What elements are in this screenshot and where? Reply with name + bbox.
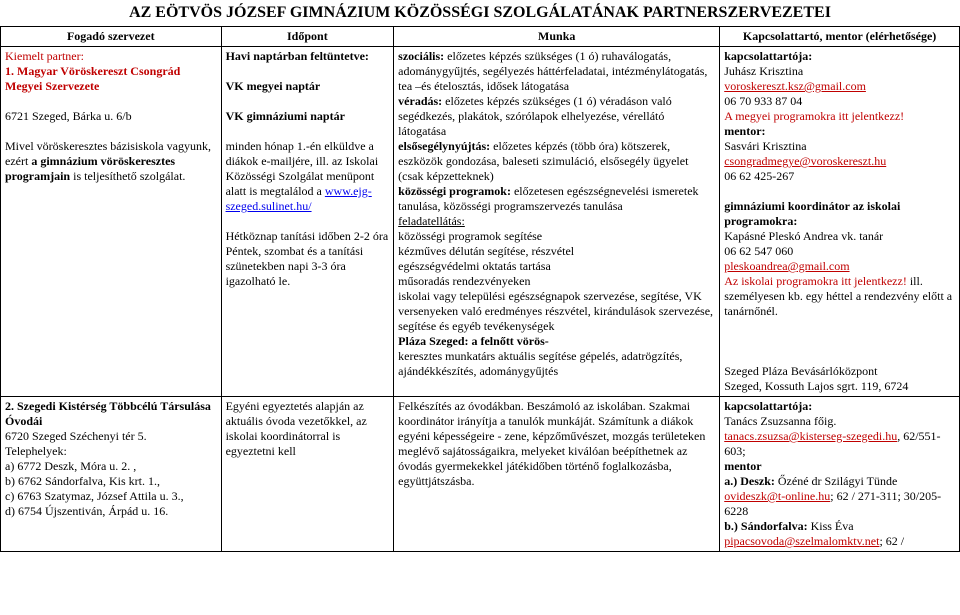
contact-name: Tanács Zsuzsanna főig. — [724, 414, 955, 429]
cell-time: Egyéni egyeztetés alapján az aktuális óv… — [221, 397, 394, 552]
note: A megyei programokra itt jelentkezz! — [724, 109, 955, 124]
site: a) 6772 Deszk, Móra u. 2. , — [5, 459, 217, 474]
label: a.) Deszk: — [724, 474, 775, 488]
place: Szeged Pláza Bevásárlóközpont — [724, 364, 955, 379]
label: feladatellátás: — [398, 214, 465, 228]
label: elsősegélynyújtás: — [398, 139, 490, 153]
label: kapcsolattartója: — [724, 399, 955, 414]
table-header-row: Fogadó szervezet Időpont Munka Kapcsolat… — [1, 27, 960, 47]
text: véradás: előzetes képzés szükséges (1 ó)… — [398, 94, 715, 139]
place-addr: Szeged, Kossuth Lajos sgrt. 119, 6724 — [724, 379, 955, 394]
email-link[interactable]: pleskoandrea@gmail.com — [724, 259, 849, 273]
org-address: 6720 Szeged Széchenyi tér 5. — [5, 429, 217, 444]
text: előzetes képzés szükséges (1 ó) ruhaválo… — [398, 49, 707, 93]
org-name: 1. Magyar Vöröskereszt Csongrád Megyei S… — [5, 64, 217, 94]
text: ; 62 / — [879, 534, 904, 548]
phone: 06 62 547 060 — [724, 244, 955, 259]
label: kapcsolattartója: — [724, 49, 955, 64]
email-link[interactable]: voroskereszt.ksz@gmail.com — [724, 79, 866, 93]
text: feladatellátás: — [398, 214, 715, 229]
partner-table: Fogadó szervezet Időpont Munka Kapcsolat… — [0, 26, 960, 552]
text: Péntek, szombat és a tanítási szünetekbe… — [226, 244, 390, 289]
site: b) 6762 Sándorfalva, Kis krt. 1., — [5, 474, 217, 489]
text: Pláza Szeged: a felnőtt vörös- — [398, 334, 715, 349]
text: keresztes munkatárs aktuális segítése gé… — [398, 349, 715, 379]
page-title: AZ EÖTVÖS JÓZSEF GIMNÁZIUM KÖZÖSSÉGI SZO… — [0, 0, 960, 26]
text: (csak képzetteknek) — [398, 169, 715, 184]
text: Felkészítés az óvodákban. Beszámoló az i… — [398, 399, 715, 489]
text: Hétköznap tanítási időben 2-2 óra — [226, 229, 390, 244]
label: b.) Sándorfalva: — [724, 519, 807, 533]
mentor-name: Sasvári Krisztina — [724, 139, 955, 154]
table-row: Kiemelt partner: 1. Magyar Vöröskereszt … — [1, 47, 960, 397]
label: közösségi programok: — [398, 184, 511, 198]
contact-name: Juhász Krisztina — [724, 64, 955, 79]
email-link[interactable]: csongradmegye@voroskereszt.hu — [724, 154, 886, 168]
text: ovideszk@t-online.hu; 62 / 271-311; 30/2… — [724, 489, 955, 519]
text: b.) Sándorfalva: Kiss Éva — [724, 519, 955, 534]
text: a.) Deszk: Őzéné dr Szilágyi Tünde — [724, 474, 955, 489]
text: tanacs.zsuzsa@kisterseg-szegedi.hu, 62/5… — [724, 429, 955, 459]
cell-work: szociális: előzetes képzés szükséges (1 … — [394, 47, 720, 397]
label: Telephelyek: — [5, 444, 217, 459]
text: Egyéni egyeztetés alapján az aktuális óv… — [226, 399, 390, 459]
text: elsősegélynyújtás: előzetes képzés (több… — [398, 139, 715, 169]
cell-contact: kapcsolattartója: Tanács Zsuzsanna főig.… — [720, 397, 960, 552]
text: iskolai vagy települési egészségnapok sz… — [398, 289, 715, 334]
text: közösségi programok segítése — [398, 229, 715, 244]
label: mentor — [724, 459, 955, 474]
text: egészségvédelmi oktatás tartása — [398, 259, 715, 274]
text: VK megyei naptár — [226, 79, 390, 94]
label: véradás: — [398, 94, 442, 108]
org-name: 2. Szegedi Kistérség Többcélú Társulása … — [5, 399, 217, 429]
text: műsoradás rendezvényeken — [398, 274, 715, 289]
coordinator-name: Kapásné Pleskó Andrea vk. tanár — [724, 229, 955, 244]
col-header-time: Időpont — [221, 27, 394, 47]
col-header-contact: Kapcsolattartó, mentor (elérhetősége) — [720, 27, 960, 47]
text: Havi naptárban feltüntetve: — [226, 49, 390, 64]
org-desc: Mivel vöröskeresztes bázisiskola vagyunk… — [5, 139, 217, 184]
col-header-org: Fogadó szervezet — [1, 27, 222, 47]
phone: 06 70 933 87 04 — [724, 94, 955, 109]
cell-time: Havi naptárban feltüntetve: VK megyei na… — [221, 47, 394, 397]
label: szociális: — [398, 49, 444, 63]
email-link[interactable]: pipacsovoda@szelmalomktv.net — [724, 534, 879, 548]
cell-org: Kiemelt partner: 1. Magyar Vöröskereszt … — [1, 47, 222, 397]
text: pipacsovoda@szelmalomktv.net; 62 / — [724, 534, 955, 549]
cell-work: Felkészítés az óvodákban. Beszámoló az i… — [394, 397, 720, 552]
site: c) 6763 Szatymaz, József Attila u. 3., — [5, 489, 217, 504]
table-row: 2. Szegedi Kistérség Többcélú Társulása … — [1, 397, 960, 552]
site: d) 6754 Újszentiván, Árpád u. 16. — [5, 504, 217, 519]
label: gimnáziumi koordinátor az iskolai progra… — [724, 199, 955, 229]
note: Az iskolai programokra itt jelentkezz! i… — [724, 274, 955, 319]
org-address: 6721 Szeged, Bárka u. 6/b — [5, 109, 217, 124]
label: mentor: — [724, 124, 955, 139]
text: VK gimnáziumi naptár — [226, 109, 390, 124]
text: kézműves délután segítése, részvétel — [398, 244, 715, 259]
text: Őzéné dr Szilágyi Tünde — [775, 474, 897, 488]
email-link[interactable]: ovideszk@t-online.hu — [724, 489, 830, 503]
text: minden hónap 1.-én elküldve a diákok e-m… — [226, 139, 390, 214]
col-header-work: Munka — [394, 27, 720, 47]
email-link[interactable]: tanacs.zsuzsa@kisterseg-szegedi.hu — [724, 429, 897, 443]
text: szociális: előzetes képzés szükséges (1 … — [398, 49, 715, 94]
phone: 06 62 425-267 — [724, 169, 955, 184]
cell-contact: kapcsolattartója: Juhász Krisztina voros… — [720, 47, 960, 397]
text: közösségi programok: előzetesen egészség… — [398, 184, 715, 214]
text: Kiss Éva — [808, 519, 854, 533]
text: is teljesíthető szolgálat. — [70, 169, 185, 183]
kiemelt-label: Kiemelt partner: — [5, 49, 217, 64]
cell-org: 2. Szegedi Kistérség Többcélú Társulása … — [1, 397, 222, 552]
text: Az iskolai programokra itt jelentkezz! — [724, 274, 907, 288]
